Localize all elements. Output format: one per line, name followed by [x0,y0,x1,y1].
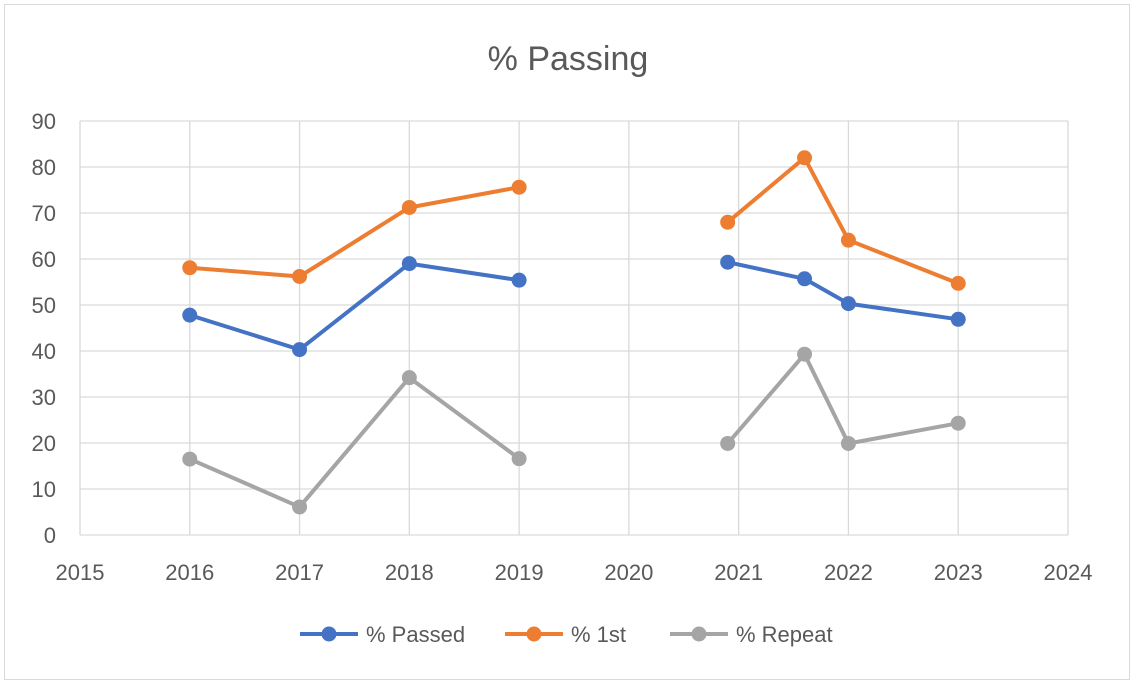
data-point [797,150,813,166]
grid-lines [79,120,1069,536]
x-tick-label: 2022 [824,560,873,585]
data-point [182,451,198,467]
data-point [401,256,417,272]
y-tick-label: 90 [32,109,56,134]
series-line [187,261,522,352]
data-point [182,260,198,276]
data-point [950,275,966,291]
legend-label: % Passed [366,622,465,647]
data-point [840,296,856,312]
series-line [725,155,961,286]
y-tick-label: 0 [44,523,56,548]
y-tick-label: 20 [32,431,56,456]
y-tick-label: 50 [32,293,56,318]
x-tick-label: 2023 [934,560,983,585]
y-tick-label: 70 [32,201,56,226]
y-tick-label: 60 [32,247,56,272]
chart-title: % Passing [488,40,649,78]
series-line [187,185,522,279]
data-point [840,232,856,248]
y-tick-label: 10 [32,477,56,502]
x-tick-label: 2021 [714,560,763,585]
data-point [292,342,308,358]
x-tick-label: 2017 [275,560,324,585]
series-group [182,150,966,515]
series-3 [182,346,966,515]
data-point [182,307,198,323]
data-point [292,268,308,284]
series-line [725,352,961,446]
x-tick-label: 2019 [495,560,544,585]
legend-marker [526,626,542,642]
x-tick-label: 2020 [604,560,653,585]
x-tick-label: 2024 [1044,560,1093,585]
chart-frame [4,4,1130,680]
data-point [720,435,736,451]
x-tick-label: 2015 [56,560,105,585]
data-point [950,415,966,431]
y-tick-label: 40 [32,339,56,364]
series-line [187,375,522,509]
series-line [725,260,961,322]
legend-label: % Repeat [736,622,833,647]
legend-marker [321,626,337,642]
data-point [511,272,527,288]
legend-item: % 1st [505,622,626,647]
legend: % Passed % 1st % Repeat [300,622,833,647]
x-tick-label: 2018 [385,560,434,585]
legend-label: % 1st [571,622,626,647]
data-point [401,199,417,215]
legend-marker [691,626,707,642]
series-1 [182,254,966,358]
data-point [511,451,527,467]
data-point [511,179,527,195]
data-point [720,254,736,270]
x-tick-label: 2016 [165,560,214,585]
y-tick-label: 30 [32,385,56,410]
data-point [720,214,736,230]
data-point [797,271,813,287]
data-point [292,499,308,515]
legend-item: % Passed [300,622,465,647]
legend-item: % Repeat [670,622,833,647]
series-2 [182,150,966,291]
data-point [797,346,813,362]
axes: 0 10 20 30 40 50 60 70 80 90 2015 2016 2017 2018 2019 2… [32,109,1093,585]
data-point [840,435,856,451]
y-tick-label: 80 [32,155,56,180]
data-point [401,370,417,386]
data-point [950,311,966,327]
